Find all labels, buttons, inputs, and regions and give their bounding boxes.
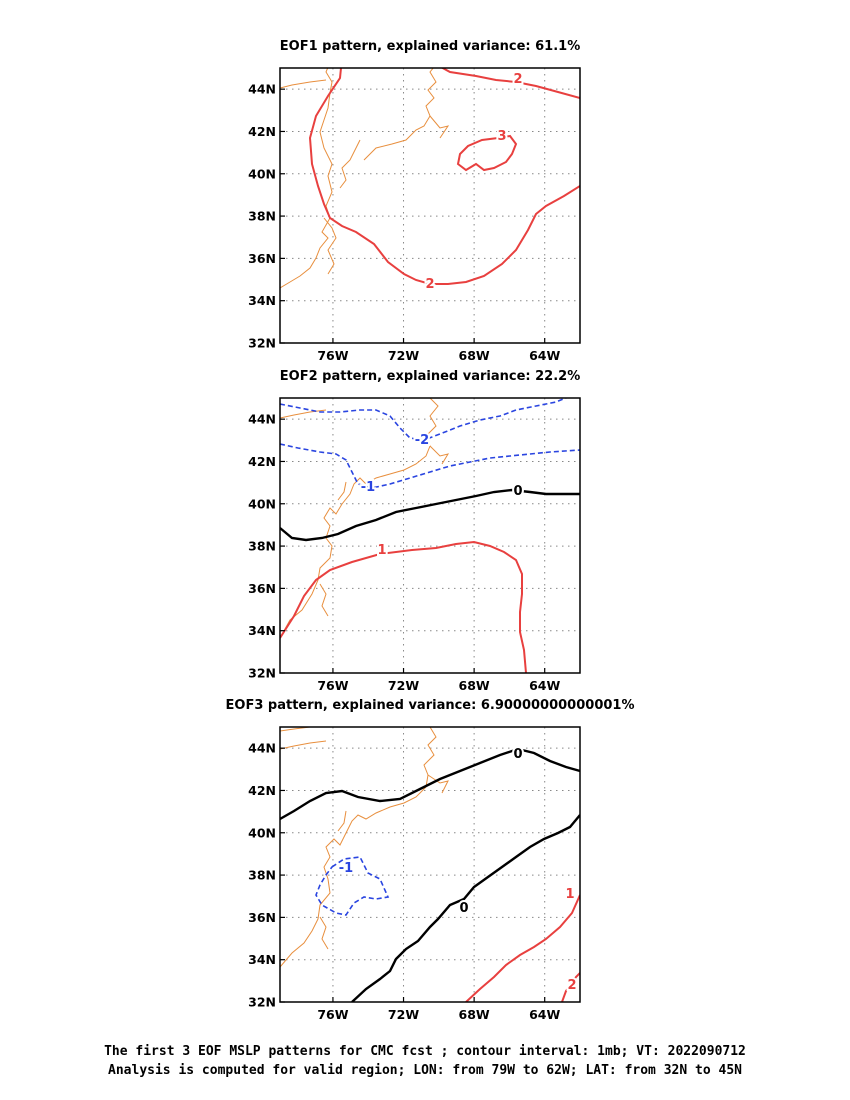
tick-label-lat: 42N <box>248 783 276 798</box>
contour-label: 2 <box>425 277 434 292</box>
tick-label-lat: 34N <box>248 623 276 638</box>
tick-label-lat: 42N <box>248 454 276 469</box>
contour-zero-south <box>351 814 580 1002</box>
contours: 0 0 -1 1 2 <box>280 745 580 1002</box>
contour-label: 2 <box>513 72 522 87</box>
tick-label-lat: 42N <box>248 124 276 139</box>
tick-label-lat: 32N <box>248 995 276 1010</box>
contour-pos-1 <box>465 894 580 1002</box>
tick-label-lat: 38N <box>248 539 276 554</box>
tick-label-lat: 38N <box>248 209 276 224</box>
tick-label-lat: 34N <box>248 293 276 308</box>
contour-pos-1 <box>280 540 527 673</box>
contour-neg-1 <box>280 443 580 489</box>
contour-pos-2-west <box>308 68 580 285</box>
contours: -2 -1 0 1 <box>280 398 580 673</box>
axis-ticks: 76W 72W 68W 64W 44N 42N 40N 38N 36N 34N 32N <box>248 412 560 693</box>
tick-label-lon: 76W <box>317 348 348 363</box>
tick-label-lat: 36N <box>248 910 276 925</box>
tick-label-lat: 44N <box>248 412 276 427</box>
caption-line-2: Analysis is computed for valid region; L… <box>108 1063 742 1078</box>
tick-label-lat: 38N <box>248 868 276 883</box>
contour-label: 1 <box>565 887 574 902</box>
plot-frame <box>279 397 581 674</box>
tick-label-lon: 64W <box>529 1007 560 1022</box>
contour-zero <box>280 488 580 542</box>
panel-title: EOF2 pattern, explained variance: 22.2% <box>280 369 580 384</box>
tick-label-lon: 72W <box>388 348 419 363</box>
contour-pos-2 <box>561 972 580 1002</box>
contour-label: -1 <box>361 480 375 495</box>
contour-pos-2-east <box>440 68 580 99</box>
tick-label-lat: 36N <box>248 581 276 596</box>
contour-label: 3 <box>497 129 506 144</box>
contours: 2 3 2 <box>308 68 580 294</box>
contour-zero-north <box>280 747 580 821</box>
contour-label: -1 <box>339 861 353 876</box>
tick-label-lat: 40N <box>248 166 276 181</box>
contour-label: -2 <box>415 433 429 448</box>
contour-label: 0 <box>513 747 522 762</box>
coastline <box>280 398 450 639</box>
panel-title: EOF1 pattern, explained variance: 61.1% <box>280 39 580 54</box>
tick-label-lon: 76W <box>317 678 348 693</box>
contour-label: 1 <box>377 543 386 558</box>
panel-eof3: EOF3 pattern, explained variance: 6.9000… <box>226 698 635 1022</box>
contour-label: 0 <box>459 901 468 916</box>
plot-frame <box>279 726 581 1003</box>
tick-label-lon: 76W <box>317 1007 348 1022</box>
tick-label-lat: 32N <box>248 336 276 351</box>
tick-label-lon: 64W <box>529 348 560 363</box>
tick-label-lat: 32N <box>248 666 276 681</box>
panel-eof1: EOF1 pattern, explained variance: 61.1% … <box>248 39 581 363</box>
tick-label-lon: 68W <box>459 678 490 693</box>
contour-pos-3 <box>456 134 518 172</box>
caption-line-1: The first 3 EOF MSLP patterns for CMC fc… <box>104 1044 746 1059</box>
tick-label-lat: 44N <box>248 741 276 756</box>
tick-label-lon: 72W <box>388 678 419 693</box>
axis-ticks: 76W 72W 68W 64W 44N 42N 40N 38N 36N 34N 32N <box>248 82 560 363</box>
eof-figure: EOF1 pattern, explained variance: 61.1% … <box>226 39 635 1022</box>
tick-label-lat: 40N <box>248 825 276 840</box>
grid-lines <box>280 68 580 343</box>
axis-ticks: 76W 72W 68W 64W 44N 42N 40N 38N 36N 34N 32N <box>248 741 560 1022</box>
panel-title: EOF3 pattern, explained variance: 6.9000… <box>226 698 635 713</box>
tick-label-lon: 64W <box>529 678 560 693</box>
contour-neg-2 <box>280 398 568 441</box>
tick-label-lon: 72W <box>388 1007 419 1022</box>
plot-frame <box>279 67 581 344</box>
tick-label-lat: 36N <box>248 251 276 266</box>
tick-label-lat: 34N <box>248 952 276 967</box>
grid-lines <box>280 398 580 673</box>
panel-eof2: EOF2 pattern, explained variance: 22.2% … <box>248 369 581 693</box>
contour-label: 2 <box>567 978 576 993</box>
coastline <box>280 68 450 289</box>
tick-label-lat: 40N <box>248 496 276 511</box>
coastline <box>280 727 449 968</box>
contour-label: 0 <box>513 484 522 499</box>
tick-label-lon: 68W <box>459 348 490 363</box>
tick-label-lon: 68W <box>459 1007 490 1022</box>
tick-label-lat: 44N <box>248 82 276 97</box>
